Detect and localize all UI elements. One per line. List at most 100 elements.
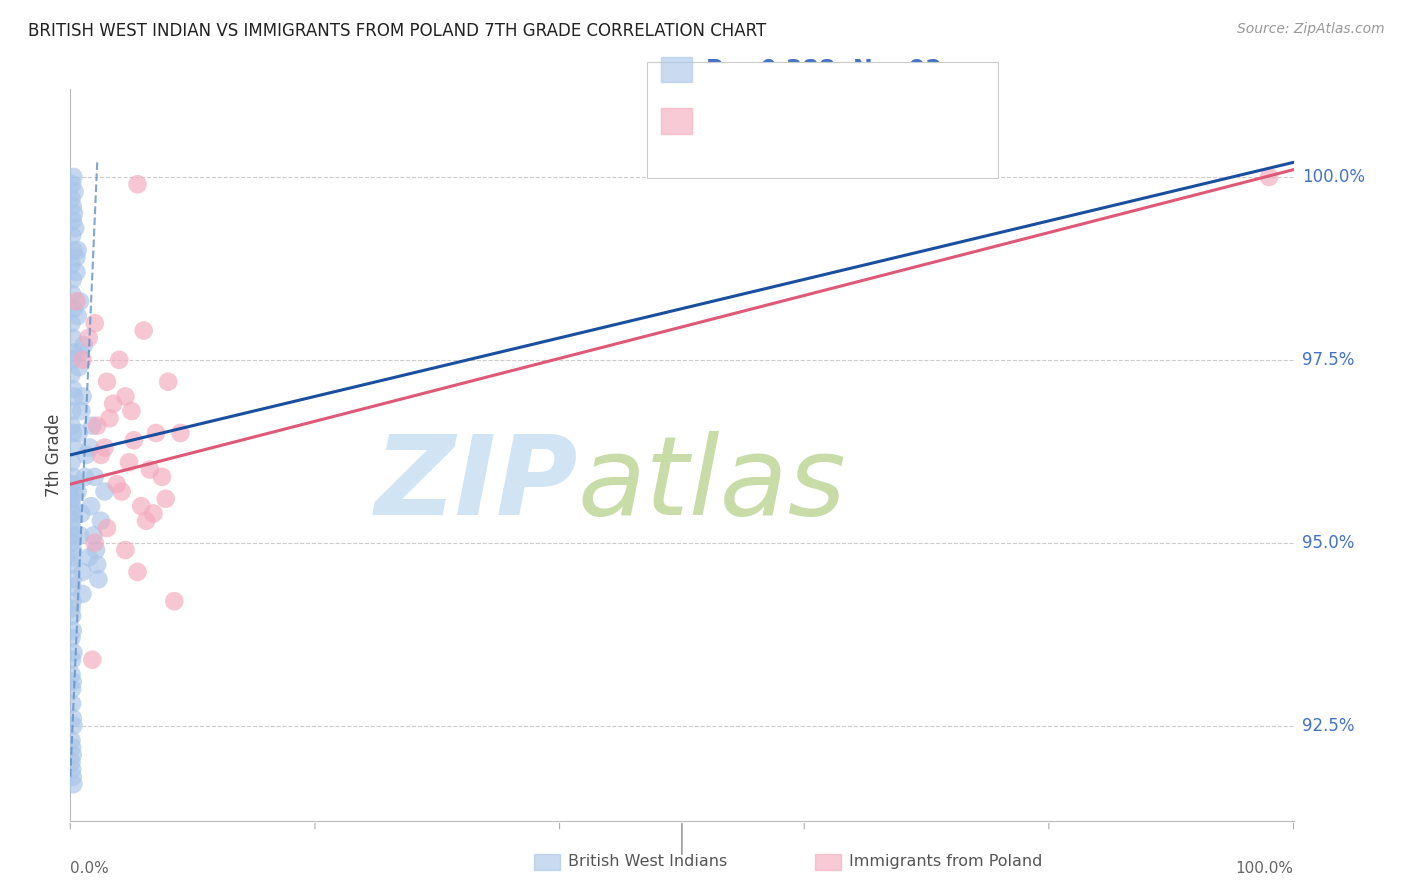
Point — [73, 338, 96, 352]
Point — [62, 624, 84, 638]
Point — [60, 192, 83, 206]
Text: 95.0%: 95.0% — [1302, 533, 1354, 551]
Point — [60, 755, 83, 769]
Point — [72, 389, 94, 403]
Point — [65, 294, 87, 309]
Point — [62, 528, 84, 542]
Point — [77, 331, 100, 345]
Point — [62, 674, 84, 689]
Point — [157, 375, 180, 389]
Point — [80, 499, 103, 513]
Point — [69, 345, 91, 359]
Point — [150, 470, 173, 484]
Point — [60, 580, 83, 594]
Point — [86, 418, 108, 433]
Point — [60, 763, 83, 777]
Point — [129, 499, 152, 513]
Point — [145, 425, 167, 440]
Point — [83, 316, 105, 330]
Point — [60, 499, 83, 513]
Point — [62, 645, 84, 659]
Point — [60, 418, 83, 433]
Point — [62, 169, 84, 184]
Point — [93, 484, 115, 499]
Point — [60, 352, 83, 367]
Point — [60, 535, 83, 549]
Point — [98, 411, 121, 425]
Text: 97.5%: 97.5% — [1302, 351, 1354, 368]
Point — [63, 206, 86, 220]
Point — [60, 316, 83, 330]
Point — [83, 528, 105, 542]
Point — [1258, 169, 1281, 184]
Point — [63, 301, 86, 316]
Point — [114, 389, 136, 403]
Point — [62, 711, 84, 725]
Text: N = 35: N = 35 — [853, 110, 942, 133]
Point — [67, 360, 90, 375]
Point — [60, 228, 83, 243]
Point — [108, 352, 131, 367]
Text: 0.0%: 0.0% — [70, 861, 110, 876]
Point — [60, 258, 83, 272]
Point — [62, 470, 84, 484]
Point — [111, 484, 134, 499]
Point — [70, 507, 93, 521]
Point — [60, 491, 83, 506]
Point — [60, 368, 83, 382]
Point — [60, 404, 83, 418]
Point — [62, 718, 84, 732]
Point — [62, 507, 84, 521]
Point — [62, 331, 84, 345]
Point — [65, 251, 87, 265]
Point — [60, 455, 83, 469]
Point — [86, 558, 108, 572]
Point — [105, 477, 128, 491]
Point — [62, 272, 84, 286]
Point — [82, 653, 104, 667]
Point — [135, 514, 157, 528]
Point — [77, 550, 100, 565]
Point — [73, 470, 96, 484]
Point — [67, 425, 90, 440]
Text: 92.5%: 92.5% — [1302, 716, 1354, 734]
Point — [66, 484, 89, 499]
Point — [62, 214, 84, 228]
Point — [72, 587, 94, 601]
Point — [122, 434, 145, 448]
Text: R = 0.374: R = 0.374 — [706, 110, 835, 133]
Point — [83, 535, 105, 549]
Point — [62, 543, 84, 558]
Point — [75, 448, 97, 462]
Point — [60, 631, 83, 645]
Point — [62, 441, 84, 455]
Point — [63, 221, 86, 235]
Point — [83, 470, 105, 484]
Point — [90, 514, 112, 528]
Point — [60, 667, 83, 681]
Point — [169, 425, 191, 440]
Point — [62, 594, 84, 608]
Point — [84, 543, 107, 558]
Point — [127, 565, 149, 579]
Point — [155, 491, 177, 506]
Text: N = 92: N = 92 — [853, 58, 942, 81]
Point — [163, 594, 186, 608]
Point — [62, 425, 84, 440]
Point — [142, 507, 165, 521]
Point — [62, 382, 84, 396]
Point — [114, 543, 136, 558]
Text: 100.0%: 100.0% — [1302, 168, 1365, 186]
Point — [60, 521, 83, 535]
Text: R = 0.388: R = 0.388 — [706, 58, 835, 81]
Point — [90, 448, 112, 462]
Point — [60, 558, 83, 572]
Point — [60, 697, 83, 711]
Point — [132, 324, 155, 338]
Point — [60, 477, 83, 491]
Y-axis label: 7th Grade: 7th Grade — [45, 413, 63, 497]
Point — [121, 404, 143, 418]
Point — [62, 243, 84, 257]
Point — [60, 491, 83, 506]
Point — [139, 462, 162, 476]
